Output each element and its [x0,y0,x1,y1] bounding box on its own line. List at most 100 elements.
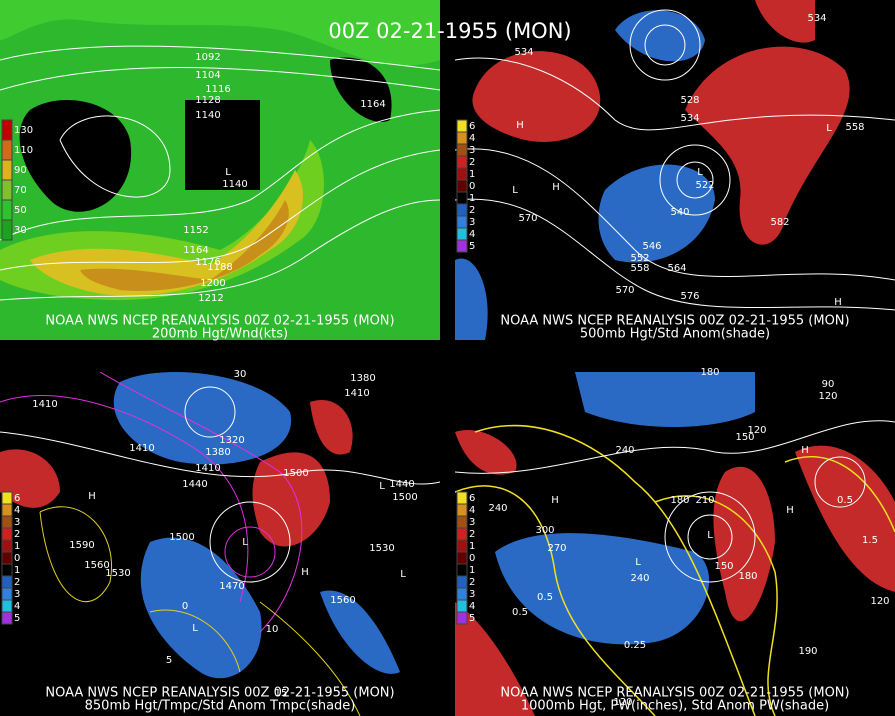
contour-label: 1176 [195,257,220,268]
legend-label: 0 [469,553,475,564]
contour-label: 30 [234,369,247,380]
legend-swatch [1,527,13,541]
contour-label: 1440 [389,479,414,490]
contour-label: 0.25 [624,640,646,651]
contour-label: L [192,623,198,634]
legend-label: 1 [469,193,475,204]
legend-swatch [456,155,468,169]
legend-label: 30 [14,225,27,236]
contour-label: 0.5 [537,592,553,603]
contour-label: 1380 [205,447,230,458]
legend-swatch [456,143,468,157]
contour-label: 1530 [105,568,130,579]
legend-label: 70 [14,185,27,196]
legend-swatch [1,179,13,201]
contour-label: 582 [770,217,789,228]
contour-label: H [801,445,809,456]
legend-label: 4 [469,601,475,612]
panel-caption: 1000mb Hgt, PW(inches), Std Anom PW(shad… [521,699,829,714]
legend-label: 110 [14,145,33,156]
legend-label: 3 [469,145,475,156]
contour-label: L [826,123,832,134]
contour-label: 210 [695,495,714,506]
contour-label: 190 [798,646,817,657]
legend-label: 3 [14,589,20,600]
contour-label: H [301,567,309,578]
contour-label: 1410 [344,388,369,399]
contour-label: 1470 [219,581,244,592]
legend-swatch [1,139,13,161]
legend-swatch [456,203,468,217]
contour-label: 0 [182,601,188,612]
contour-label: 120 [613,697,632,708]
contour-label: 1320 [219,435,244,446]
legend-swatch [456,539,468,553]
contour-label: 1410 [195,463,220,474]
legend-label: 3 [469,589,475,600]
legend-swatch [456,179,468,193]
legend-label: 3 [14,517,20,528]
legend-swatch [456,227,468,241]
contour-label: 1440 [182,479,207,490]
contour-label: L [697,167,703,178]
panel-source: NOAA NWS NCEP REANALYSIS 00Z 02-21-1955 … [500,686,849,701]
legend-swatch [1,503,13,517]
contour-label: 1500 [392,492,417,503]
legend-label: 3 [469,217,475,228]
legend-label: 0 [14,553,20,564]
legend-label: 4 [14,601,20,612]
legend-label: 1 [469,565,475,576]
legend-swatch [456,551,468,565]
legend-label: 5 [14,613,20,624]
legend-swatch [1,539,13,553]
legend-swatch [456,167,468,181]
legend-label: 4 [14,505,20,516]
panel-caption: 500mb Hgt/Std Anom(shade) [580,327,770,342]
contour-label: 558 [630,263,649,274]
panel-source: NOAA NWS NCEP REANALYSIS 00Z 02-21-1955 … [45,686,394,701]
legend-swatch [456,527,468,541]
contour-label: L [225,167,231,178]
contour-label: 1152 [183,225,208,236]
contour-label: 1590 [69,540,94,551]
contour-label: 546 [642,241,661,252]
legend-swatch [1,515,13,529]
contour-label: 1104 [195,70,220,81]
contour-label: 1380 [350,373,375,384]
legend-label: 6 [469,121,475,132]
contour-label: L [512,185,518,196]
legend-swatch [456,575,468,589]
legend-label: 5 [469,613,475,624]
contour-label: 1164 [360,99,385,110]
contour-label: 120 [870,596,889,607]
contour-label: 534 [807,13,826,24]
legend-swatch [1,159,13,181]
contour-label: H [516,120,524,131]
contour-label: 570 [518,213,537,224]
legend-swatch [456,503,468,517]
contour-label: 1530 [369,543,394,554]
legend-swatch [456,599,468,613]
legend-swatch [1,491,13,505]
legend-swatch [456,587,468,601]
legend-swatch [456,239,468,253]
contour-label: 570 [615,285,634,296]
panel-caption: 200mb Hgt/Wnd(kts) [152,327,288,342]
legend-label: 1 [469,169,475,180]
legend-label: 90 [14,165,27,176]
contour-label: 300 [535,525,554,536]
contour-label: 1164 [183,245,208,256]
legend-swatch [1,575,13,589]
contour-label: 534 [514,47,533,58]
contour-label: L [379,481,385,492]
legend-label: 4 [469,505,475,516]
contour-label: H [551,495,559,506]
contour-label: 1200 [200,278,225,289]
legend-label: 2 [469,529,475,540]
contour-label: 120 [747,425,766,436]
legend-swatch [456,215,468,229]
legend-swatch [1,199,13,221]
contour-label: 1410 [129,443,154,454]
contour-label: 1140 [222,179,247,190]
